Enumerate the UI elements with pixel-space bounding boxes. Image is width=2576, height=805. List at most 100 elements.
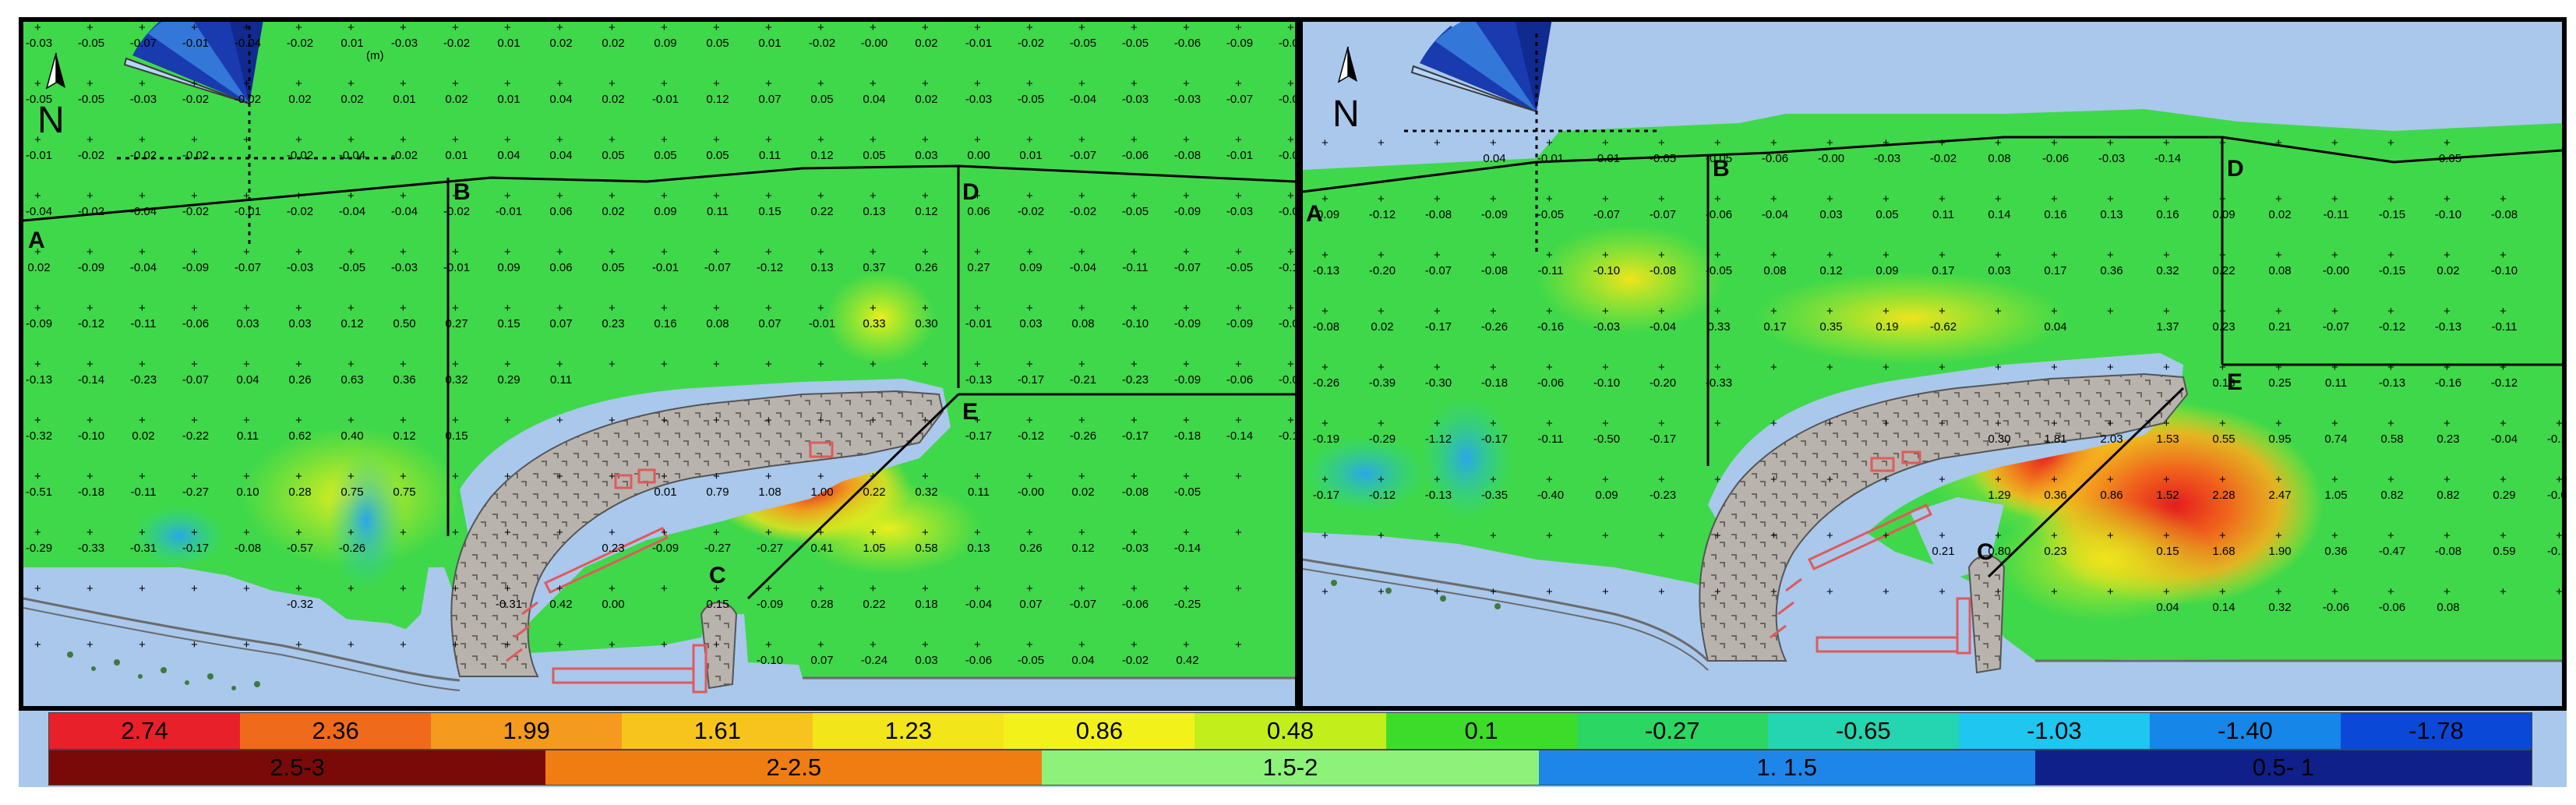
grid-value: -0.47 (2379, 545, 2405, 558)
grid-value: -0.16 (1537, 320, 1564, 334)
grid-value: -0.01 (443, 261, 470, 274)
grid-marker: + (2107, 249, 2114, 262)
zone-label-b: B (1713, 156, 1730, 182)
grid-marker: + (34, 245, 41, 259)
grid-value: -0.31 (130, 542, 157, 555)
grid-marker: + (609, 582, 616, 595)
grid-marker: + (139, 582, 146, 595)
grid-marker: + (452, 302, 459, 315)
grid-value: -0.09 (1226, 37, 1253, 50)
grid-value: -0.08 (1650, 264, 1676, 277)
grid-marker: + (1714, 529, 1721, 542)
grid-value: 0.36 (393, 373, 415, 387)
grid-marker: + (556, 22, 563, 34)
grid-value: -0.06 (1122, 149, 1149, 162)
grid-value: 0.19 (1876, 320, 1898, 334)
grid-value: 0.16 (2044, 208, 2066, 221)
grid-value: -0.08 (2491, 208, 2518, 221)
grid-value: -0.04 (1070, 93, 1096, 106)
grid-value: 0.02 (1371, 320, 1393, 334)
grid-marker: + (2556, 585, 2562, 598)
grid-value: 0.36 (2324, 545, 2347, 558)
grid-value: 0.26 (915, 261, 937, 274)
north-arrow-icon (45, 52, 65, 90)
grid-marker: + (765, 582, 772, 595)
grid-marker: + (2500, 361, 2507, 374)
grid-marker: + (139, 470, 146, 483)
grid-value: -0.12 (78, 317, 104, 330)
grid-marker: + (2163, 249, 2170, 262)
grid-value: -0.02 (809, 37, 835, 50)
grid-value: 0.11 (2325, 376, 2347, 390)
grid-marker: + (34, 638, 41, 651)
grid-value: 0.13 (2100, 208, 2123, 221)
grid-value: -0.17 (1313, 489, 1339, 502)
grid-value: -0.00 (2323, 264, 2349, 277)
grid-marker: + (1434, 192, 1441, 206)
grid-marker: + (974, 526, 981, 539)
grid-value: 1.81 (2044, 433, 2066, 446)
grid-value: 0.36 (2044, 489, 2066, 502)
grid-value: 0.23 (2044, 545, 2066, 558)
grid-marker: + (504, 189, 511, 203)
grid-marker: + (86, 77, 94, 90)
grid-value: 0.09 (654, 37, 676, 50)
grid-value: 0.09 (1876, 264, 1898, 277)
grid-value: 1.37 (2156, 320, 2179, 334)
grid-value: -0.07 (182, 373, 209, 387)
grid-marker: + (1883, 361, 1890, 374)
grid-marker: + (1490, 136, 1497, 150)
grid-marker: + (870, 470, 877, 483)
grid-marker: + (2163, 473, 2170, 486)
grid-marker: + (1183, 77, 1190, 90)
grid-marker: + (974, 302, 981, 315)
grid-value: 0.15 (706, 598, 729, 611)
grid-marker: + (348, 77, 355, 90)
grid-marker: + (1546, 249, 1553, 262)
grid-value: 0.15 (758, 205, 781, 218)
grid-value: 0.40 (341, 429, 363, 443)
grid-marker: + (1770, 585, 1777, 598)
grid-marker: + (2275, 249, 2282, 262)
grid-value: -0.05 (1226, 261, 1253, 274)
grid-value: -0.39 (1369, 376, 1396, 390)
map-left: N (m) A B C D E + -0.03 + -0.05 + -0.07 + -0.01… (23, 22, 1295, 706)
grid-marker: + (1658, 417, 1665, 430)
grid-marker: + (1026, 245, 1033, 259)
grid-value: 0.08 (706, 317, 729, 330)
grid-marker: + (34, 22, 41, 34)
legend-cell: 0.1 (1385, 713, 1577, 749)
grid-marker: + (139, 414, 146, 427)
grid-marker: + (1714, 305, 1721, 318)
grid-marker: + (2387, 473, 2394, 486)
grid-value: -0.07 (704, 261, 731, 274)
grid-value: -0.13 (2435, 320, 2461, 334)
grid-marker: + (452, 358, 459, 371)
grid-value: -0.04 (1070, 261, 1096, 274)
grid-marker: + (2331, 136, 2338, 150)
grid-marker: + (191, 638, 198, 651)
grid-marker: + (348, 414, 355, 427)
grid-value: 0.17 (1932, 264, 1954, 277)
grid-marker: + (1131, 189, 1138, 203)
grid-marker: + (191, 22, 198, 34)
grid-marker: + (765, 526, 772, 539)
grid-marker: + (817, 77, 824, 90)
grid-value: 0.27 (967, 261, 990, 274)
grid-marker: + (817, 22, 824, 34)
grid-value: 0.18 (915, 598, 937, 611)
grid-value: -0.04 (339, 149, 365, 162)
grid-marker: + (1995, 249, 2002, 262)
grid-marker: + (2051, 249, 2058, 262)
north-label: N (37, 100, 65, 141)
grid-marker: + (243, 22, 250, 34)
grid-value: 0.00 (602, 598, 624, 611)
grid-value: 0.02 (2437, 264, 2459, 277)
grid-marker: + (922, 22, 929, 34)
grid-marker: + (2444, 305, 2451, 318)
grid-marker: + (2331, 361, 2338, 374)
grid-marker: + (1658, 249, 1665, 262)
grid-marker: + (817, 133, 824, 147)
grid-value: -0.02 (78, 205, 104, 218)
grid-marker: + (1883, 473, 1890, 486)
